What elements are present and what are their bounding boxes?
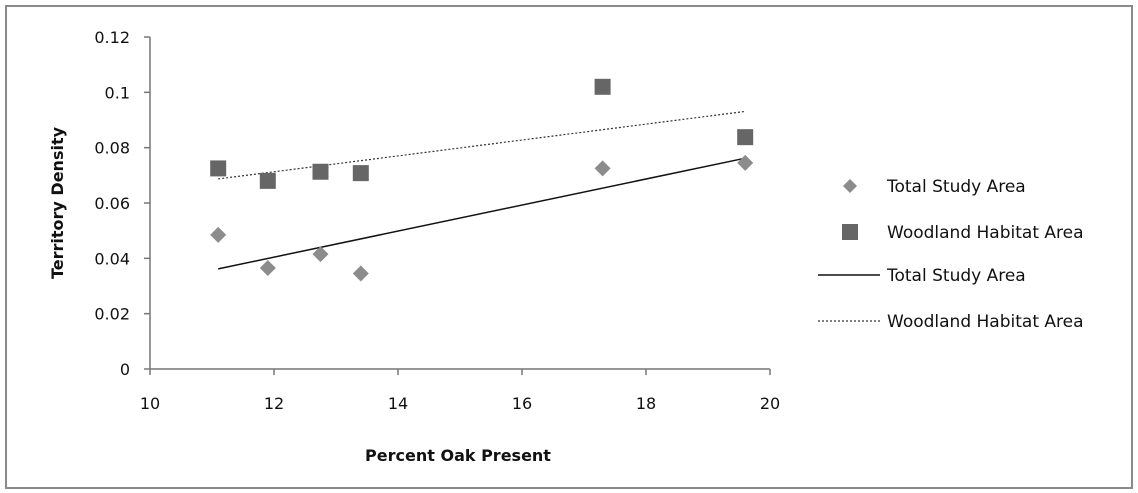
data-points	[210, 78, 754, 282]
x-tick-label: 12	[264, 394, 284, 413]
chart-frame	[5, 5, 1133, 489]
y-axis-title: Territory Density	[48, 126, 67, 279]
legend-marker-square	[842, 224, 858, 240]
x-tick-label: 10	[140, 394, 160, 413]
point-total-study-area	[259, 260, 276, 277]
point-woodland-habitat-area	[594, 78, 611, 95]
y-tick-label: 0.02	[94, 305, 130, 324]
y-tick-label: 0.06	[94, 194, 130, 213]
legend-item: Total Study Area	[843, 177, 1026, 197]
point-woodland-habitat-area	[737, 129, 754, 146]
x-tick-label: 16	[512, 394, 532, 413]
y-tick-label: 0.12	[94, 28, 130, 47]
y-tick-label: 0.08	[94, 139, 130, 158]
point-total-study-area	[737, 154, 754, 171]
legend-marker-diamond	[843, 179, 857, 193]
legend-label: Total Study Area	[886, 266, 1026, 286]
point-total-study-area	[594, 160, 611, 177]
point-woodland-habitat-area	[312, 163, 329, 180]
x-axis-title: Percent Oak Present	[365, 446, 551, 465]
x-axis: 10 12 14 16 18 20	[140, 368, 780, 413]
y-tick-label: 0	[120, 360, 130, 379]
point-total-study-area	[352, 265, 369, 282]
legend-item: Woodland Habitat Area	[818, 312, 1084, 332]
legend-label: Woodland Habitat Area	[887, 312, 1084, 332]
point-woodland-habitat-area	[352, 165, 369, 182]
point-total-study-area	[312, 246, 329, 263]
legend-item: Woodland Habitat Area	[842, 223, 1084, 243]
legend-item: Total Study Area	[818, 266, 1026, 286]
legend: Total Study Area Woodland Habitat Area Tot…	[818, 177, 1084, 332]
x-tick-label: 18	[636, 394, 656, 413]
x-tick-label: 14	[388, 394, 408, 413]
point-woodland-habitat-area	[259, 172, 276, 189]
y-tick-label: 0.04	[94, 249, 130, 268]
legend-label: Total Study Area	[886, 177, 1026, 197]
y-axis: 0 0.02 0.04 0.06 0.08 0.1 0.12	[94, 28, 151, 379]
y-tick-label: 0.1	[105, 83, 130, 102]
point-total-study-area	[210, 226, 227, 243]
trendlines	[218, 110, 746, 270]
point-woodland-habitat-area	[210, 160, 227, 177]
legend-label: Woodland Habitat Area	[887, 223, 1084, 243]
trendline-total-study-area	[218, 157, 746, 270]
x-tick-label: 20	[760, 394, 780, 413]
trendline-woodland-habitat-area	[218, 110, 746, 180]
